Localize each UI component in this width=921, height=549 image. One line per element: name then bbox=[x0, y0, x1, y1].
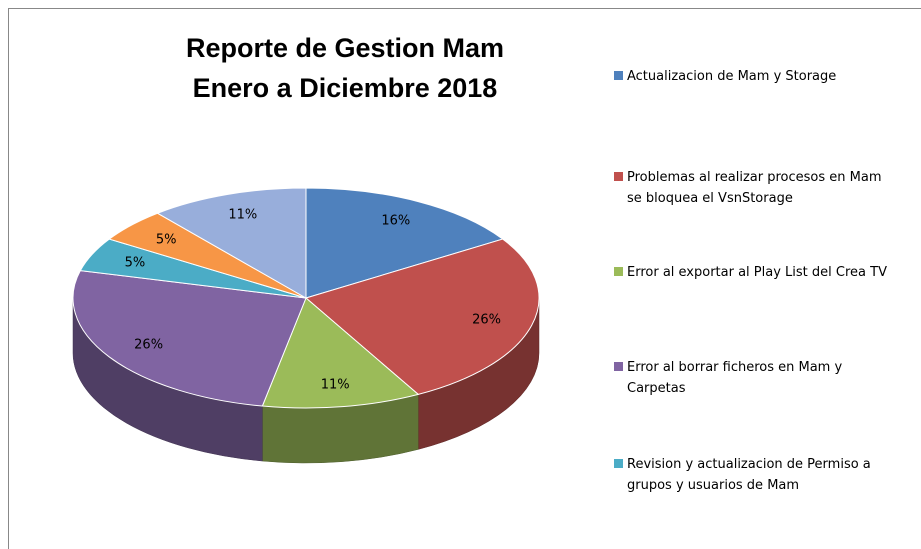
data-label: 5% bbox=[156, 232, 177, 247]
data-label: 5% bbox=[125, 256, 146, 271]
legend-label: Error al exportar al Play List del Crea … bbox=[627, 265, 887, 280]
legend-swatch bbox=[614, 459, 623, 468]
data-label: 26% bbox=[472, 312, 501, 327]
data-label: 16% bbox=[381, 213, 410, 228]
data-label: 11% bbox=[321, 377, 350, 392]
legend-swatch bbox=[614, 267, 623, 276]
slice bbox=[156, 187, 307, 299]
chart-title: Reporte de Gestion Mam bbox=[186, 33, 504, 63]
legend-entry: Problemas al realizar procesos en Mam se… bbox=[612, 167, 887, 209]
legend-label: Error al borrar ficheros en Mam y Carpet… bbox=[627, 360, 843, 396]
data-label: 26% bbox=[134, 338, 163, 353]
legend-label: Revision y actualizacion de Permiso a gr… bbox=[627, 457, 871, 493]
slice bbox=[304, 238, 540, 395]
data-label: 11% bbox=[228, 208, 257, 223]
legend-label: Problemas al realizar procesos en Mam se… bbox=[627, 170, 882, 206]
legend-swatch bbox=[614, 172, 623, 181]
slice bbox=[261, 297, 420, 409]
slice bbox=[72, 270, 307, 407]
legend-entry: Revision y actualizacion de Permiso a gr… bbox=[612, 454, 887, 496]
legend-entry: Error al exportar al Play List del Crea … bbox=[612, 262, 887, 283]
legend-label: Actualizacion de Mam y Storage bbox=[627, 69, 837, 84]
chart-title: Enero a Diciembre 2018 bbox=[193, 73, 498, 103]
legend-swatch bbox=[614, 71, 623, 80]
legend-entry: Actualizacion de Mam y Storage bbox=[612, 66, 887, 87]
slice bbox=[305, 187, 504, 299]
legend-swatch bbox=[614, 362, 623, 371]
legend-entry: Error al borrar ficheros en Mam y Carpet… bbox=[612, 357, 887, 399]
